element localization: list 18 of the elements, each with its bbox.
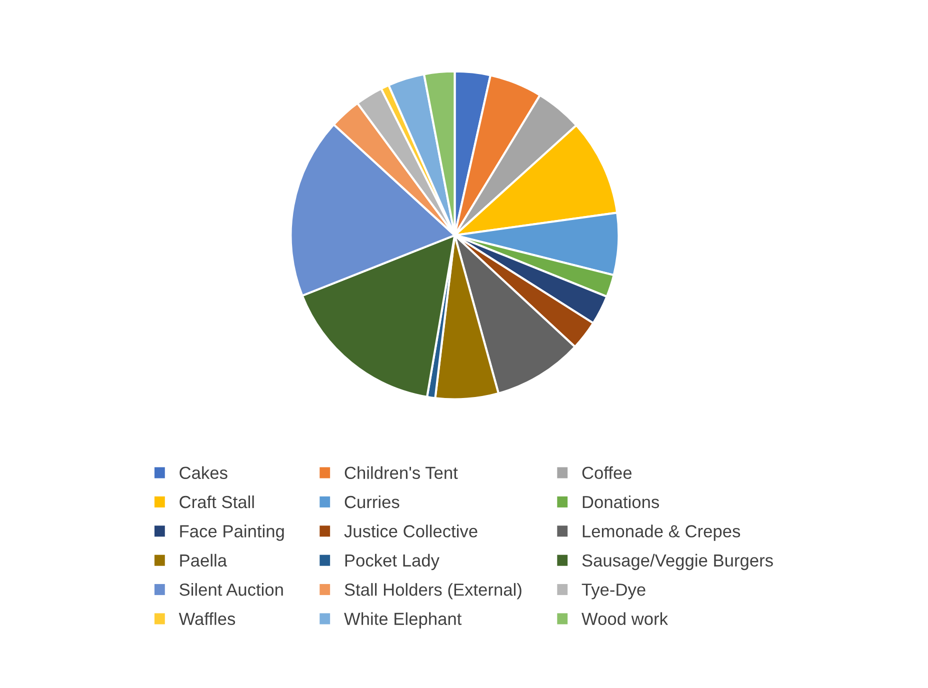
legend-label: Stall Holders (External)	[344, 583, 522, 600]
legend-label: Wood work	[582, 612, 668, 626]
legend-label: Justice Collective	[344, 524, 478, 538]
legend-label: Silent Auction	[180, 583, 283, 596]
legend-label: Curries	[344, 495, 400, 508]
legend-label: Pocket Lady	[345, 554, 440, 570]
legend-label: Sausage/Veggie Burgers	[582, 554, 773, 570]
legend-label: Donations	[582, 495, 660, 508]
legend-label: Lemonade & Crepes	[582, 524, 740, 541]
legend-label: Face Painting	[180, 524, 284, 541]
legend-label: Cakes	[180, 466, 228, 480]
legend-label: Coffee	[582, 466, 632, 480]
legend-label: Craft Stall	[180, 495, 254, 508]
legend-label: Children's Tent	[344, 466, 458, 480]
legend-label: Tye-Dye	[582, 584, 646, 600]
legend-label: Waffles	[178, 612, 236, 626]
legend-label: Paella	[180, 554, 228, 567]
legend-label: White Elephant	[344, 612, 462, 628]
